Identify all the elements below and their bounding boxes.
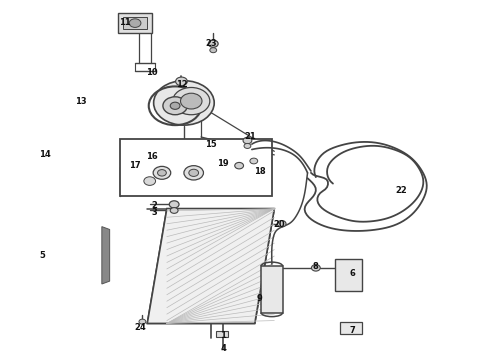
Circle shape — [153, 166, 171, 179]
Text: 24: 24 — [134, 323, 146, 332]
Text: 4: 4 — [220, 344, 226, 353]
Bar — [118, 13, 152, 33]
Text: 21: 21 — [244, 132, 256, 141]
Circle shape — [312, 265, 320, 271]
Circle shape — [243, 137, 252, 144]
Circle shape — [139, 319, 146, 324]
Text: 20: 20 — [273, 220, 285, 229]
Text: 2: 2 — [152, 201, 158, 210]
Text: 8: 8 — [313, 262, 318, 271]
Circle shape — [180, 93, 202, 109]
Bar — [261, 266, 283, 313]
Text: 15: 15 — [205, 140, 217, 149]
Text: 23: 23 — [205, 39, 217, 48]
Bar — [123, 17, 147, 30]
Text: 14: 14 — [39, 150, 50, 159]
Bar — [121, 139, 272, 196]
Circle shape — [235, 162, 244, 169]
Text: 5: 5 — [39, 251, 45, 260]
Text: 9: 9 — [257, 294, 263, 303]
Text: 13: 13 — [75, 96, 87, 105]
Circle shape — [158, 170, 166, 176]
Polygon shape — [102, 226, 110, 284]
Text: 17: 17 — [129, 161, 141, 170]
Circle shape — [129, 19, 141, 27]
Text: 19: 19 — [217, 159, 229, 168]
Text: 1: 1 — [220, 332, 226, 341]
Circle shape — [144, 177, 156, 185]
Circle shape — [175, 77, 187, 86]
Polygon shape — [147, 209, 274, 323]
Text: 3: 3 — [152, 208, 157, 217]
Circle shape — [244, 143, 251, 148]
Circle shape — [169, 201, 179, 208]
Circle shape — [250, 158, 258, 164]
Text: 10: 10 — [147, 68, 158, 77]
Circle shape — [210, 48, 217, 53]
Circle shape — [189, 169, 198, 176]
Bar — [340, 321, 362, 334]
Text: 7: 7 — [350, 326, 355, 335]
Circle shape — [170, 102, 180, 109]
Text: 16: 16 — [147, 152, 158, 161]
Circle shape — [154, 81, 214, 125]
Bar — [335, 259, 362, 291]
Text: 11: 11 — [120, 18, 131, 27]
Circle shape — [172, 87, 210, 115]
Bar — [216, 330, 228, 337]
Text: 12: 12 — [175, 81, 187, 90]
Text: 18: 18 — [254, 167, 266, 176]
Circle shape — [184, 166, 203, 180]
Text: 22: 22 — [395, 186, 407, 195]
Circle shape — [208, 40, 218, 47]
Circle shape — [163, 97, 187, 115]
Circle shape — [170, 208, 178, 213]
Circle shape — [277, 221, 286, 227]
Text: 6: 6 — [349, 269, 355, 278]
